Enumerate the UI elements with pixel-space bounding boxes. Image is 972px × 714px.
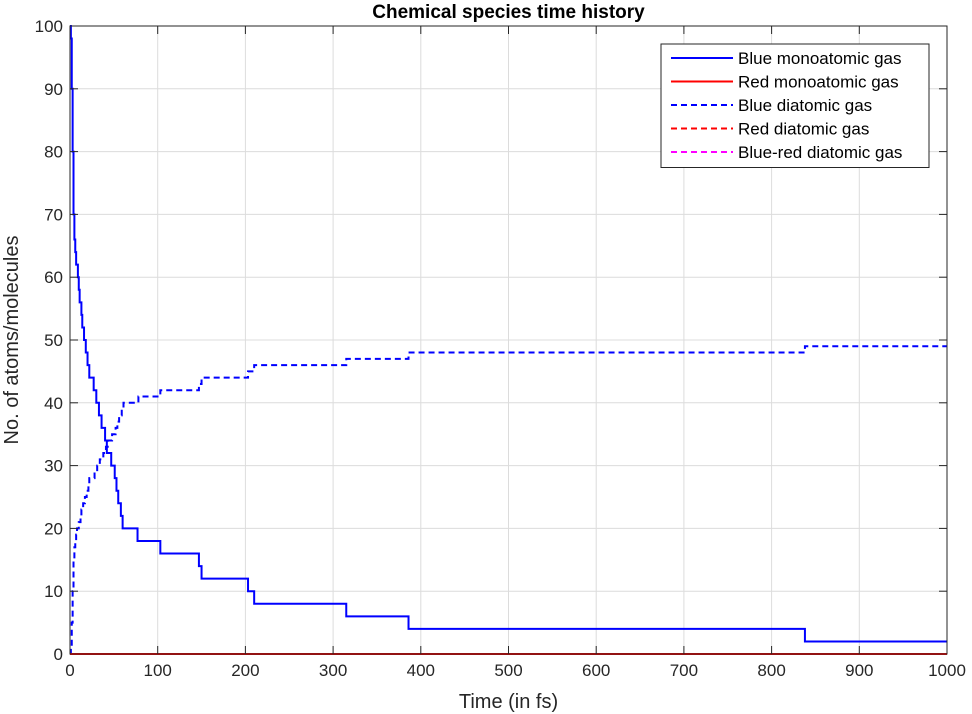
y-tick-label: 10: [44, 582, 63, 601]
x-tick-label: 100: [144, 661, 172, 680]
x-tick-label: 600: [582, 661, 610, 680]
y-tick-label: 70: [44, 205, 63, 224]
series-line-0: [69, 25, 947, 643]
axis-ticks: 0 100 200 300 400 500 600 700 800 900 1000 0 10 20 30 4…: [35, 17, 966, 680]
chart-title: Chemical species time history: [372, 2, 645, 23]
x-tick-label: 400: [407, 661, 435, 680]
x-tick-label: 800: [757, 661, 785, 680]
x-tick-label: 1000: [928, 661, 966, 680]
y-tick-label: 80: [44, 143, 63, 162]
y-tick-label: 30: [44, 457, 63, 476]
y-tick-label: 20: [44, 519, 63, 538]
legend-entry: Blue-red diatomic gas: [738, 143, 902, 162]
x-axis-label: Time (in fs): [459, 691, 558, 713]
legend: Blue monoatomic gas Red monoatomic gas Blu…: [660, 43, 930, 168]
x-tick-label: 700: [670, 661, 698, 680]
y-tick-label: 0: [54, 645, 63, 664]
x-tick-label: 300: [319, 661, 347, 680]
x-tick-label: 500: [494, 661, 522, 680]
legend-entry: Red diatomic gas: [738, 120, 869, 139]
legend-entry: Red monoatomic gas: [738, 73, 899, 92]
legend-entry: Blue monoatomic gas: [738, 49, 901, 68]
y-tick-label: 50: [44, 331, 63, 350]
x-tick-label: 0: [65, 661, 74, 680]
x-tick-label: 200: [231, 661, 259, 680]
y-tick-label: 100: [35, 17, 63, 36]
legend-entry: Blue diatomic gas: [738, 96, 872, 115]
y-tick-label: 90: [44, 80, 63, 99]
series-line-2: [69, 345, 947, 655]
y-axis-label: No. of atoms/molecules: [1, 236, 23, 445]
y-tick-label: 40: [44, 394, 63, 413]
y-tick-label: 60: [44, 268, 63, 287]
x-tick-label: 900: [845, 661, 873, 680]
